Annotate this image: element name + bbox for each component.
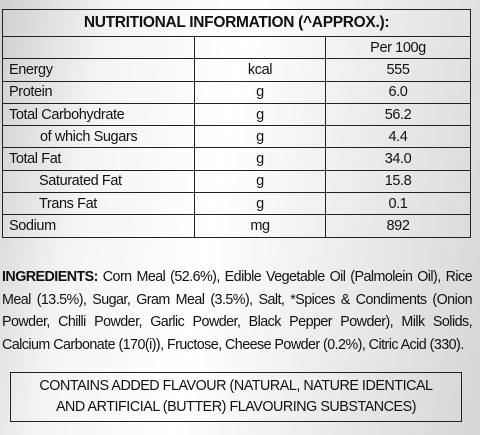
row-value: 555 bbox=[325, 58, 471, 82]
row-unit: g bbox=[194, 102, 326, 127]
ingredients-paragraph: INGREDIENTS: Corn Meal (52.6%), Edible V… bbox=[2, 266, 473, 356]
header-empty-cell bbox=[2, 35, 195, 60]
row-label: Trans Fat bbox=[2, 192, 195, 216]
row-unit: g bbox=[194, 80, 326, 104]
row-unit: g bbox=[194, 169, 326, 194]
row-value: 6.0 bbox=[325, 80, 471, 104]
row-unit: g bbox=[194, 192, 326, 216]
row-label: Sodium bbox=[2, 214, 195, 238]
row-unit: g bbox=[194, 147, 326, 171]
row-label: Energy bbox=[2, 58, 195, 82]
row-value: 56.2 bbox=[325, 102, 471, 127]
row-value: 15.8 bbox=[325, 169, 471, 194]
table-row: Energy kcal 555 bbox=[2, 58, 471, 82]
row-label: Total Carbohydrate bbox=[2, 102, 195, 127]
notice-line-1: CONTAINS ADDED FLAVOUR (NATURAL, NATURE … bbox=[39, 378, 433, 394]
row-value: 0.1 bbox=[325, 192, 471, 216]
table-row: Saturated Fat g 15.8 bbox=[2, 169, 471, 194]
table-row: Total Fat g 34.0 bbox=[2, 147, 471, 171]
row-unit: g bbox=[194, 125, 326, 149]
per-100g-header: Per 100g bbox=[325, 35, 471, 60]
header-empty-cell bbox=[194, 35, 326, 60]
row-label: of which Sugars bbox=[2, 125, 195, 149]
row-value: 892 bbox=[325, 214, 471, 238]
row-unit: mg bbox=[194, 214, 326, 238]
table-row: Total Carbohydrate g 56.2 bbox=[2, 102, 471, 127]
nutrition-table: NUTRITIONAL INFORMATION (^APPROX.): Per … bbox=[2, 9, 471, 238]
ingredients-heading: INGREDIENTS: bbox=[2, 269, 98, 285]
table-row: Protein g 6.0 bbox=[2, 80, 471, 104]
table-row: Trans Fat g 0.1 bbox=[2, 192, 471, 216]
row-value: 4.4 bbox=[325, 125, 471, 149]
flavour-notice-box: CONTAINS ADDED FLAVOUR (NATURAL, NATURE … bbox=[10, 372, 462, 422]
row-label: Saturated Fat bbox=[2, 169, 195, 194]
notice-line-2: AND ARTIFICIAL (BUTTER) FLAVOURING SUBST… bbox=[55, 399, 417, 415]
row-unit: kcal bbox=[194, 58, 326, 82]
ingredients-text: Corn Meal (52.6%), Edible Vegetable Oil … bbox=[2, 269, 473, 353]
table-row: of which Sugars g 4.4 bbox=[2, 125, 471, 149]
row-label: Total Fat bbox=[2, 147, 195, 171]
row-label: Protein bbox=[2, 80, 195, 104]
row-value: 34.0 bbox=[325, 147, 471, 171]
table-title: NUTRITIONAL INFORMATION (^APPROX.): bbox=[2, 9, 471, 37]
table-row: Sodium mg 892 bbox=[2, 214, 471, 238]
